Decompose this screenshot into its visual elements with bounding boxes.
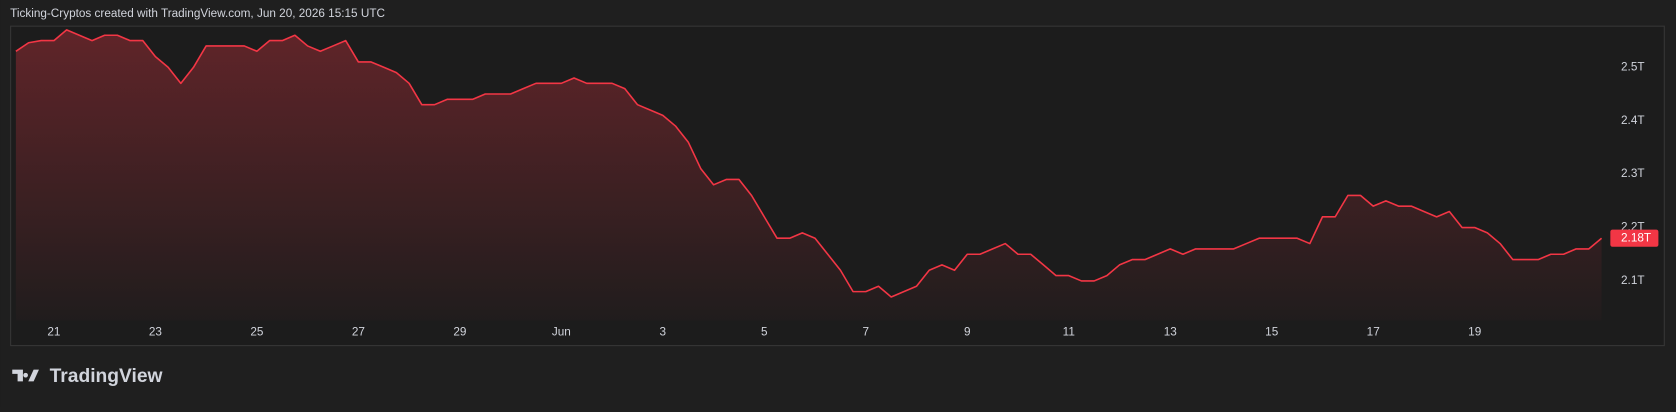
y-tick-label: 2.1T bbox=[1621, 274, 1645, 287]
area-fill bbox=[15, 29, 1602, 321]
x-tick-label: 9 bbox=[964, 325, 971, 338]
x-tick-label: 11 bbox=[1063, 325, 1075, 338]
x-tick-label: 15 bbox=[1265, 325, 1279, 338]
x-tick-label: 23 bbox=[149, 325, 163, 338]
x-tick-label: 29 bbox=[453, 325, 466, 338]
y-tick-label: 2.3T bbox=[1621, 167, 1645, 180]
x-tick-label: 21 bbox=[47, 325, 60, 338]
last-price-label: 2.18T bbox=[1621, 231, 1651, 244]
x-tick-label: 13 bbox=[1164, 325, 1178, 338]
x-tick-label: 27 bbox=[352, 325, 365, 338]
x-tick-label: 3 bbox=[660, 325, 667, 338]
header-text: Ticking-Cryptos created with TradingView… bbox=[10, 7, 385, 20]
y-tick-label: 2.4T bbox=[1621, 114, 1645, 127]
brand-text: TradingView bbox=[50, 366, 163, 387]
x-tick-label: Jun bbox=[552, 325, 571, 338]
last-price-box bbox=[1610, 229, 1659, 247]
price-line bbox=[15, 29, 1603, 298]
x-tick-label: 7 bbox=[863, 325, 870, 338]
y-tick-label: 2.5T bbox=[1621, 60, 1645, 73]
x-tick-label: 17 bbox=[1367, 325, 1380, 338]
x-tick-label: 19 bbox=[1468, 325, 1481, 338]
x-tick-label: 5 bbox=[761, 325, 768, 338]
x-tick-label: 25 bbox=[250, 325, 264, 338]
